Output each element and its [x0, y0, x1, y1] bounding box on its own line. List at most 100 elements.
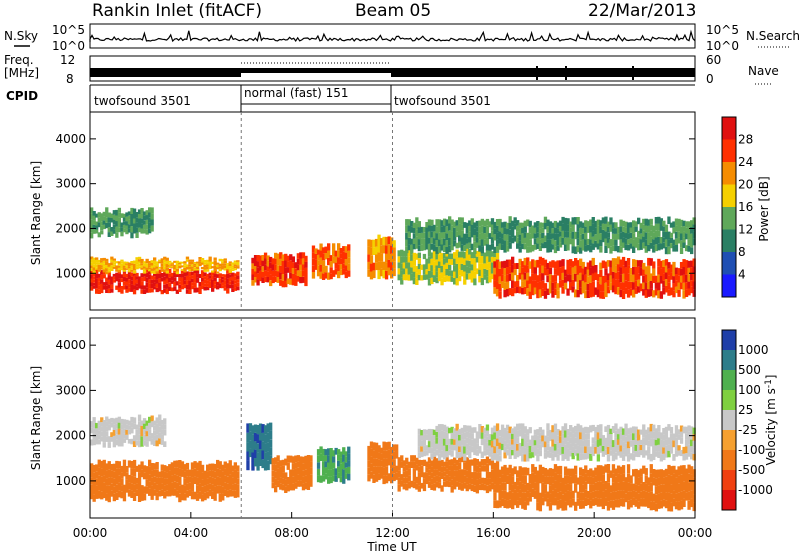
heatmap-cell [417, 227, 422, 234]
heatmap-cell [203, 267, 207, 270]
heatmap-cell [412, 265, 417, 272]
heatmap-cell [548, 233, 553, 240]
heatmap-cell [667, 246, 671, 255]
heatmap-cell [180, 484, 185, 493]
heatmap-cell [601, 500, 606, 510]
heatmap-cell [445, 426, 449, 433]
heatmap-cell [558, 430, 563, 437]
heatmap-cell [185, 284, 190, 290]
heatmap-cell [442, 471, 447, 477]
heatmap-cell [374, 450, 379, 459]
heatmap-cell [102, 475, 106, 483]
heatmap-cell [90, 427, 94, 434]
heatmap-cell [637, 279, 641, 287]
heatmap-cell [495, 484, 500, 493]
heatmap-cell [97, 217, 101, 223]
heatmap-cell [543, 267, 548, 276]
heatmap-cell [198, 282, 202, 286]
heatmap-cell [430, 429, 434, 436]
heatmap-cell [427, 457, 432, 464]
heatmap-cell [483, 233, 487, 240]
heatmap-cell [102, 274, 106, 279]
heatmap-cell [148, 261, 152, 264]
heatmap-cell [105, 268, 109, 272]
heatmap-cell [155, 287, 159, 293]
heatmap-cell [140, 218, 144, 224]
heatmap-cell [488, 458, 492, 466]
heatmap-cell [145, 219, 149, 225]
heatmap-cell [604, 223, 608, 232]
heatmap-cell [533, 466, 538, 475]
heatmap-cell [662, 484, 666, 492]
heatmap-cell [508, 288, 512, 296]
heatmap-cell [412, 259, 417, 266]
heatmap-cell [508, 229, 512, 236]
heatmap-cell [596, 490, 601, 499]
heatmap-cell [211, 477, 215, 485]
heatmap-cell [563, 282, 568, 290]
heatmap-cell [579, 432, 583, 440]
heatmap-cell [569, 437, 573, 444]
heatmap-cell [306, 483, 311, 490]
heatmap-cell [130, 468, 134, 476]
heatmap-cell [412, 455, 417, 462]
heatmap-cell [569, 232, 573, 239]
heatmap-cell [258, 432, 263, 441]
heatmap-cell [430, 258, 434, 266]
heatmap-cell [145, 261, 149, 264]
heatmap-cell [311, 265, 316, 272]
heatmap-cell [473, 235, 477, 242]
heatmap-cell [508, 464, 512, 474]
heatmap-cell [304, 455, 308, 463]
heatmap-cell [274, 252, 278, 259]
heatmap-cell [546, 469, 550, 477]
heatmap-cell [198, 259, 202, 262]
heatmap-cell [690, 280, 694, 287]
heatmap-cell [142, 224, 147, 230]
heatmap-cell [480, 451, 485, 458]
heatmap-cell [594, 240, 598, 248]
heatmap-cell [110, 259, 114, 263]
heatmap-cell [596, 231, 601, 238]
heatmap-cell [153, 463, 157, 470]
heatmap-cell [422, 264, 427, 270]
heatmap-cell [672, 290, 676, 298]
heatmap-cell [165, 273, 169, 279]
heatmap-cell [112, 273, 117, 277]
heatmap-cell [669, 440, 674, 448]
heatmap-cell [609, 282, 613, 291]
heatmap-cell [463, 432, 467, 440]
heatmap-cell [107, 222, 111, 228]
heatmap-cell [332, 462, 336, 469]
heatmap-cell [392, 268, 396, 277]
heatmap-cell [541, 441, 545, 448]
heatmap-cell [200, 274, 205, 278]
heatmap-cell [442, 238, 447, 246]
heatmap-cell [526, 272, 530, 281]
heatmap-cell [662, 428, 666, 435]
colorbar-swatch [722, 117, 736, 140]
heatmap-cell [455, 423, 459, 431]
heatmap-cell [228, 261, 232, 264]
y-tick-label: 3000 [55, 177, 86, 191]
heatmap-cell [528, 276, 532, 284]
heatmap-cell [490, 427, 495, 435]
heatmap-cell [669, 427, 674, 434]
heatmap-cell [599, 473, 603, 482]
heatmap-cell [503, 434, 507, 441]
heatmap-cell [301, 264, 306, 271]
heatmap-cell [334, 475, 338, 482]
heatmap-cell [107, 227, 111, 233]
heatmap-cell [221, 267, 225, 270]
heatmap-cell [690, 220, 694, 227]
heatmap-cell [120, 263, 124, 266]
heatmap-cell [485, 269, 490, 277]
heatmap-cell [473, 247, 477, 254]
heatmap-cell [495, 465, 500, 472]
heatmap-cell [125, 216, 129, 222]
heatmap-cell [387, 236, 391, 245]
heatmap-cell [226, 268, 230, 274]
heatmap-cell [432, 429, 437, 436]
heatmap-cell [468, 242, 472, 248]
heatmap-cell [647, 289, 651, 297]
